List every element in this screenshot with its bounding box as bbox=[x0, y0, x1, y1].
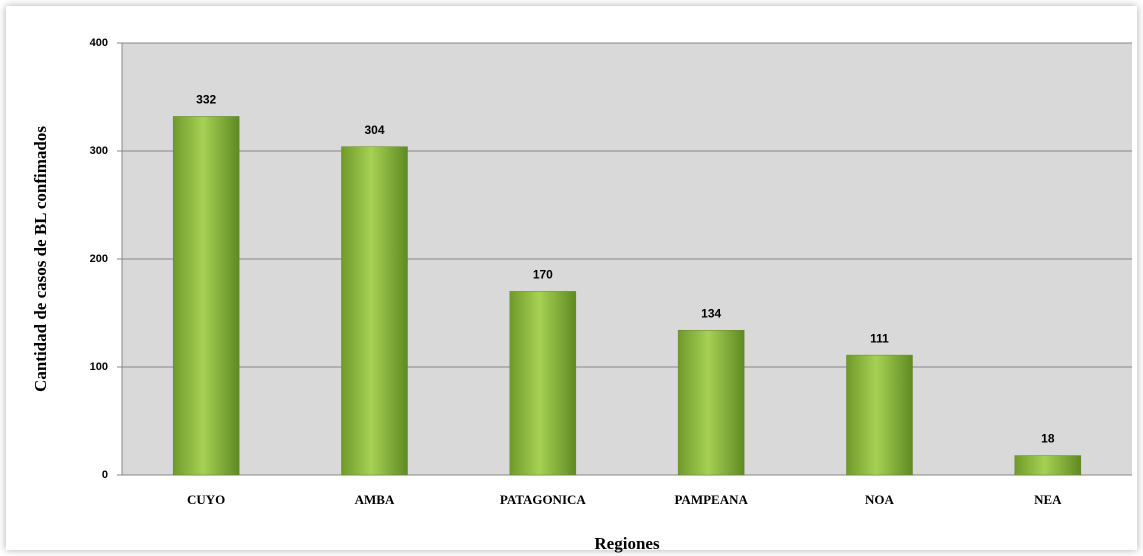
value-label: 134 bbox=[701, 306, 721, 320]
y-tick-label: 100 bbox=[90, 361, 108, 373]
x-tick-label: PAMPEANA bbox=[674, 492, 748, 507]
y-tick-label: 300 bbox=[90, 145, 108, 157]
y-tick-label: 200 bbox=[90, 253, 108, 265]
bar bbox=[846, 354, 913, 476]
y-tick-label: 0 bbox=[102, 469, 108, 481]
x-tick-label: AMBA bbox=[355, 492, 395, 507]
bar bbox=[1014, 455, 1082, 476]
value-label: 332 bbox=[196, 93, 216, 107]
value-label: 304 bbox=[364, 123, 384, 137]
x-tick-label: NEA bbox=[1034, 492, 1062, 507]
bar bbox=[677, 330, 745, 476]
x-tick-label: NOA bbox=[865, 492, 895, 507]
y-tick-label: 400 bbox=[90, 37, 108, 49]
bar bbox=[172, 116, 240, 476]
y-axis-label: Cantidad de casos de BL confimados bbox=[31, 126, 50, 392]
x-tick-label: CUYO bbox=[187, 492, 225, 507]
x-axis-label: Regiones bbox=[594, 534, 660, 553]
bar bbox=[509, 291, 577, 476]
value-label: 18 bbox=[1041, 432, 1055, 446]
value-label: 111 bbox=[870, 331, 889, 345]
x-tick-label: PATAGONICA bbox=[500, 492, 587, 507]
value-label: 170 bbox=[533, 268, 553, 282]
bar bbox=[341, 146, 408, 476]
